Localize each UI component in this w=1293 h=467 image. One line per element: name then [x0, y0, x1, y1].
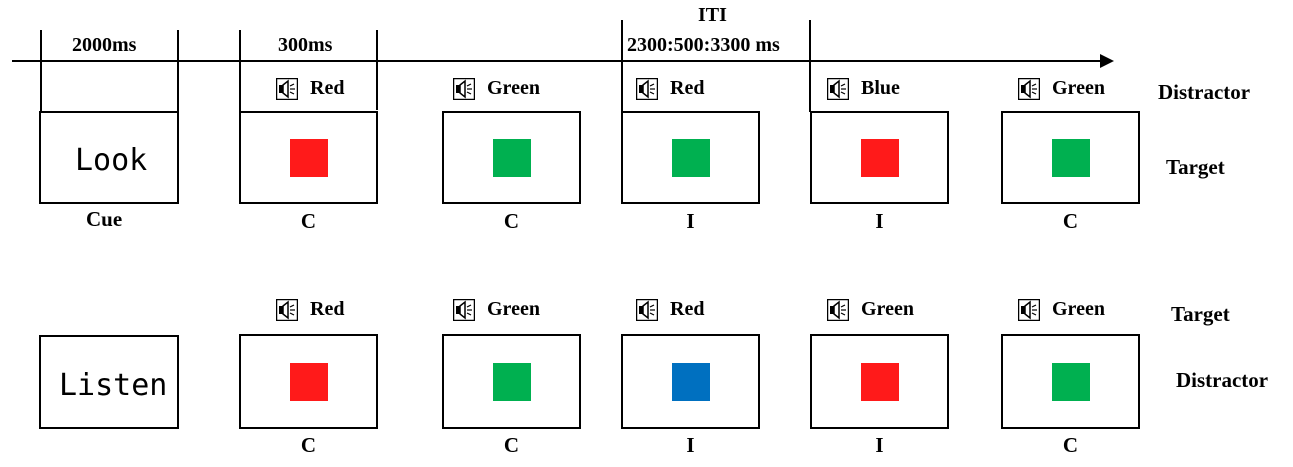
color-square	[860, 138, 899, 177]
stimulus-box	[1001, 334, 1140, 429]
speaker-icon	[453, 77, 475, 100]
stim-bracket-right	[376, 30, 378, 110]
color-square	[1051, 138, 1090, 177]
speaker-icon	[1018, 77, 1040, 100]
iti-duration-label: 2300:500:3300 ms	[627, 34, 780, 56]
stim-bracket-left	[239, 30, 241, 114]
cue-label: Cue	[86, 207, 123, 231]
sound-cue: Green	[453, 298, 540, 321]
stimulus-box	[621, 334, 760, 429]
cue-bracket-left	[40, 30, 42, 114]
listen-sound-role: Target	[1171, 302, 1230, 326]
stim-duration-label: 300ms	[278, 34, 333, 56]
speaker-icon	[827, 77, 849, 100]
condition-label: I	[686, 433, 695, 457]
condition-label: I	[686, 209, 695, 233]
sound-cue: Red	[636, 77, 704, 100]
sound-word: Red	[310, 77, 345, 99]
stimulus-box	[621, 111, 760, 204]
stimulus-box	[239, 334, 378, 429]
sound-word: Blue	[861, 77, 900, 99]
condition-label: I	[875, 209, 884, 233]
iti-bracket-left	[621, 20, 623, 112]
condition-label: I	[875, 433, 884, 457]
look-cue-box: Look	[39, 111, 179, 204]
iti-label: ITI	[698, 4, 727, 26]
sound-cue: Red	[276, 298, 344, 321]
timeline-arrowhead	[1100, 54, 1114, 68]
sound-cue: Green	[827, 298, 914, 321]
sound-word: Green	[861, 298, 914, 320]
look-sound-role: Distractor	[1158, 80, 1251, 104]
color-square	[1051, 362, 1090, 401]
cue-bracket-right	[177, 30, 179, 114]
look-cue-word: Look	[75, 143, 148, 178]
speaker-icon	[1018, 298, 1040, 321]
timeline-axis	[12, 60, 1110, 62]
sound-cue: Red	[276, 77, 344, 100]
cue-duration-label: 2000ms	[72, 34, 137, 56]
listen-visual-role: Distractor	[1176, 368, 1269, 392]
stimulus-box	[810, 111, 949, 204]
stimulus-box	[442, 111, 581, 204]
speaker-icon	[827, 298, 849, 321]
speaker-icon	[453, 298, 475, 321]
sound-cue: Green	[1018, 298, 1105, 321]
sound-cue: Green	[453, 77, 540, 100]
sound-cue: Green	[1018, 77, 1105, 100]
stimulus-box	[810, 334, 949, 429]
listen-cue-word: Listen	[59, 368, 168, 403]
sound-word: Red	[670, 77, 705, 99]
speaker-icon	[636, 77, 658, 100]
sound-cue: Blue	[827, 77, 900, 100]
condition-label: C	[503, 433, 520, 457]
condition-label: C	[1062, 433, 1079, 457]
color-square	[492, 362, 531, 401]
listen-cue-box: Listen	[39, 335, 179, 429]
sound-word: Red	[670, 298, 705, 320]
sound-cue: Red	[636, 298, 704, 321]
color-square	[860, 362, 899, 401]
condition-label: C	[503, 209, 520, 233]
sound-word: Green	[487, 77, 540, 99]
iti-bracket-right	[809, 20, 811, 112]
color-square	[671, 138, 710, 177]
speaker-icon	[636, 298, 658, 321]
look-visual-role: Target	[1166, 155, 1225, 179]
color-square	[289, 362, 328, 401]
condition-label: C	[300, 209, 317, 233]
sound-word: Green	[487, 298, 540, 320]
speaker-icon	[276, 298, 298, 321]
stimulus-box	[1001, 111, 1140, 204]
color-square	[289, 138, 328, 177]
sound-word: Green	[1052, 298, 1105, 320]
speaker-icon	[276, 77, 298, 100]
stimulus-box	[442, 334, 581, 429]
color-square	[492, 138, 531, 177]
stimulus-box	[239, 111, 378, 204]
sound-word: Green	[1052, 77, 1105, 99]
condition-label: C	[300, 433, 317, 457]
sound-word: Red	[310, 298, 345, 320]
condition-label: C	[1062, 209, 1079, 233]
color-square	[671, 362, 710, 401]
